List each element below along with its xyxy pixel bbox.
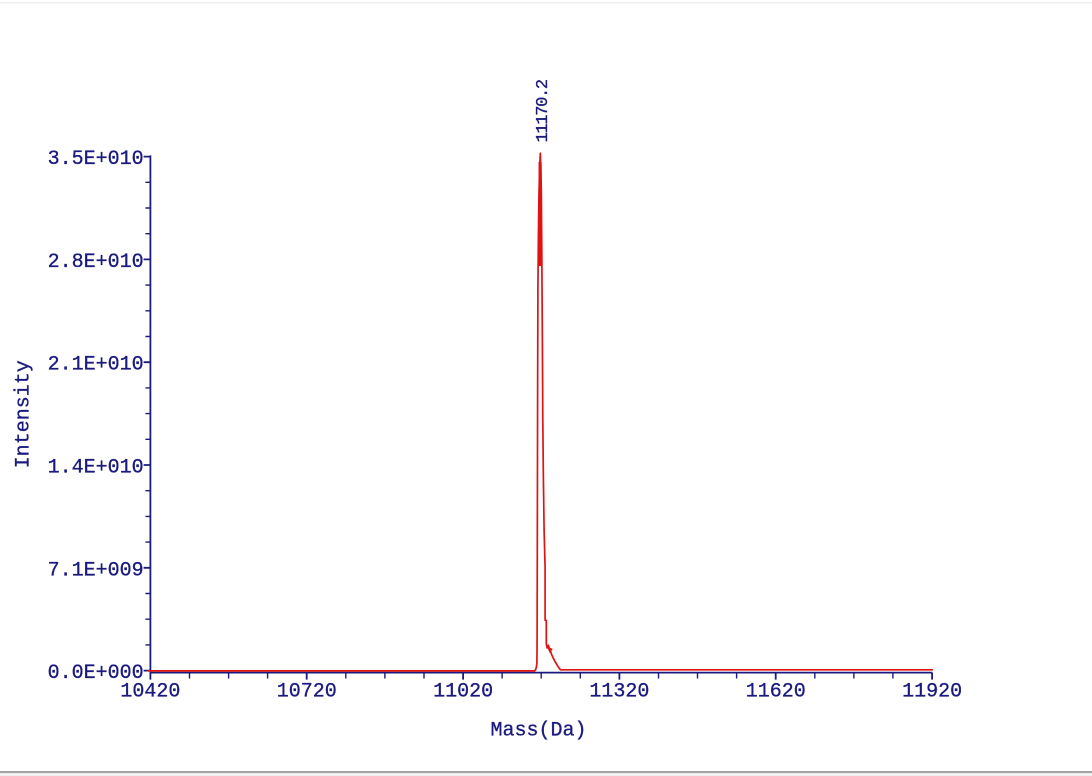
svg-text:Mass(Da): Mass(Da) <box>490 719 586 742</box>
svg-text:Intensity: Intensity <box>13 360 36 468</box>
svg-text:11320: 11320 <box>589 681 649 704</box>
svg-text:11620: 11620 <box>746 681 806 704</box>
svg-text:11020: 11020 <box>433 681 493 704</box>
svg-text:11920: 11920 <box>902 681 962 704</box>
svg-text:2.8E+010: 2.8E+010 <box>48 251 144 274</box>
svg-text:1.4E+010: 1.4E+010 <box>48 457 144 480</box>
svg-text:10720: 10720 <box>277 681 337 704</box>
svg-text:2.1E+010: 2.1E+010 <box>48 354 144 377</box>
svg-text:3.5E+010: 3.5E+010 <box>48 148 144 171</box>
svg-text:10420: 10420 <box>120 681 180 704</box>
svg-text:11170.2: 11170.2 <box>534 80 553 142</box>
svg-text:7.1E+009: 7.1E+009 <box>48 559 144 582</box>
svg-text:0.0E+000: 0.0E+000 <box>48 662 144 685</box>
